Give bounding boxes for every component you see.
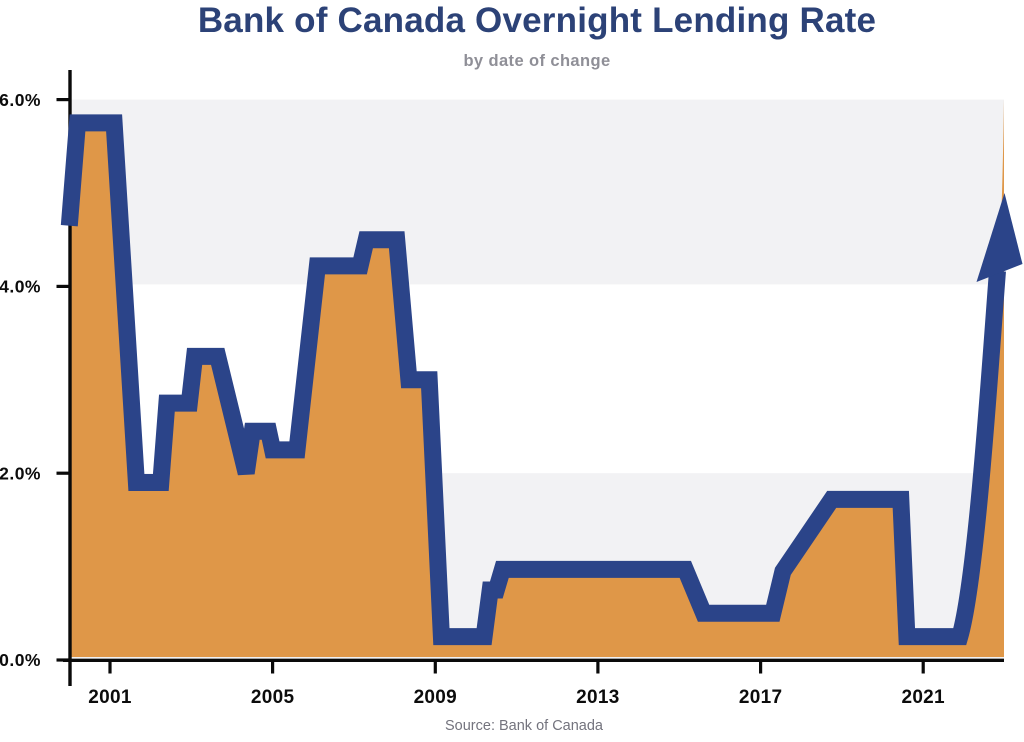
x-tick-label: 2005 — [251, 687, 295, 708]
x-tick-label: 2001 — [88, 687, 132, 708]
rate-area-fill — [69, 99, 1005, 658]
y-tick-label: 2.0% — [0, 463, 41, 483]
y-tick-label: 4.0% — [0, 277, 41, 297]
rate-line — [60, 114, 1006, 646]
x-tick-label: 2009 — [414, 687, 457, 708]
y-tick-label: 6.0% — [0, 90, 41, 110]
band-rect — [70, 99, 1004, 285]
y-tick-label: 0.0% — [0, 650, 41, 670]
arrow-head-icon — [976, 193, 1023, 282]
chart-subtitle: by date of change — [463, 52, 611, 70]
x-tick-label: 2021 — [901, 687, 945, 708]
x-tick-label: 2017 — [739, 687, 782, 708]
source-note: Source: Bank of Canada — [445, 718, 603, 734]
chart-title: Bank of Canada Overnight Lending Rate — [197, 1, 877, 40]
x-tick-label: 2013 — [576, 687, 619, 708]
